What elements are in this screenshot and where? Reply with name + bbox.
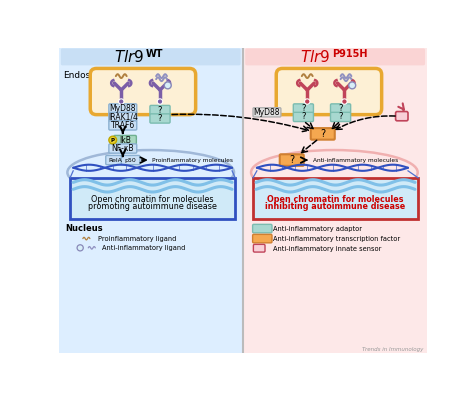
FancyBboxPatch shape — [253, 224, 272, 233]
Text: Anti-inflammatory ligand: Anti-inflammatory ligand — [102, 245, 185, 251]
Bar — [243, 48, 427, 353]
Text: p50: p50 — [125, 158, 137, 162]
Text: ?: ? — [301, 104, 306, 113]
Circle shape — [349, 82, 356, 89]
FancyBboxPatch shape — [70, 178, 235, 219]
FancyBboxPatch shape — [280, 154, 304, 166]
FancyBboxPatch shape — [61, 48, 241, 66]
FancyBboxPatch shape — [293, 104, 313, 113]
Text: $\mathit{Tlr9}$: $\mathit{Tlr9}$ — [300, 49, 330, 65]
Circle shape — [109, 136, 117, 144]
Text: WT: WT — [146, 49, 164, 59]
Circle shape — [304, 99, 310, 104]
FancyBboxPatch shape — [114, 135, 137, 145]
Text: ?: ? — [158, 114, 162, 123]
Text: ?: ? — [158, 106, 162, 114]
FancyBboxPatch shape — [254, 245, 265, 252]
FancyBboxPatch shape — [253, 178, 418, 219]
Text: RelA: RelA — [108, 158, 122, 162]
Text: MyD88: MyD88 — [254, 108, 280, 117]
FancyBboxPatch shape — [396, 112, 408, 121]
Text: MyD88: MyD88 — [109, 104, 136, 113]
Text: P915H: P915H — [332, 49, 367, 59]
FancyBboxPatch shape — [276, 68, 382, 115]
Text: Anti-inflammatory adaptor: Anti-inflammatory adaptor — [273, 225, 362, 231]
FancyBboxPatch shape — [245, 48, 425, 66]
Text: ?: ? — [289, 155, 294, 165]
Circle shape — [77, 245, 83, 251]
Text: IkB: IkB — [119, 135, 131, 145]
FancyBboxPatch shape — [253, 108, 281, 117]
FancyBboxPatch shape — [330, 104, 351, 113]
Text: P: P — [111, 137, 115, 143]
Text: IRAK1/4: IRAK1/4 — [108, 112, 138, 121]
FancyBboxPatch shape — [150, 105, 170, 115]
Circle shape — [118, 99, 124, 104]
Text: Anti-inflammatory molecules: Anti-inflammatory molecules — [313, 158, 398, 162]
FancyBboxPatch shape — [109, 104, 137, 113]
Text: Anti-inflammatory innate sensor: Anti-inflammatory innate sensor — [273, 246, 382, 252]
FancyBboxPatch shape — [109, 112, 137, 121]
FancyBboxPatch shape — [90, 68, 196, 115]
Text: ?: ? — [320, 129, 325, 139]
Circle shape — [342, 99, 347, 104]
Text: NF-κB: NF-κB — [111, 144, 134, 153]
Text: Anti-inflammatory transcription factor: Anti-inflammatory transcription factor — [273, 235, 400, 242]
FancyBboxPatch shape — [109, 144, 137, 153]
FancyBboxPatch shape — [330, 112, 351, 121]
FancyBboxPatch shape — [253, 234, 272, 243]
Text: ?: ? — [301, 112, 306, 121]
FancyBboxPatch shape — [311, 128, 335, 140]
FancyBboxPatch shape — [109, 121, 137, 130]
Text: Proinflammatory ligand: Proinflammatory ligand — [98, 235, 176, 242]
Text: Proinflammatory molecules: Proinflammatory molecules — [152, 158, 233, 162]
Text: promoting autoimmune disease: promoting autoimmune disease — [88, 202, 217, 211]
FancyBboxPatch shape — [121, 156, 140, 165]
Text: ?: ? — [338, 112, 343, 121]
Circle shape — [157, 99, 163, 104]
Text: Endosome: Endosome — [63, 71, 110, 80]
Text: TRAF6: TRAF6 — [110, 121, 135, 130]
FancyBboxPatch shape — [106, 156, 124, 165]
Circle shape — [164, 82, 171, 89]
Text: inhibiting autoimmune disease: inhibiting autoimmune disease — [265, 202, 405, 211]
FancyBboxPatch shape — [150, 114, 170, 123]
Text: Nucleus: Nucleus — [65, 224, 103, 233]
Text: Open chromatin for molecules: Open chromatin for molecules — [91, 195, 213, 204]
FancyBboxPatch shape — [293, 112, 313, 121]
Text: Open chromatin for molecules: Open chromatin for molecules — [267, 195, 403, 204]
Text: ?: ? — [338, 104, 343, 113]
Text: Trends in Immunology: Trends in Immunology — [362, 347, 423, 352]
Text: $\mathit{Tlr9}$: $\mathit{Tlr9}$ — [114, 49, 144, 65]
Bar — [59, 48, 243, 353]
